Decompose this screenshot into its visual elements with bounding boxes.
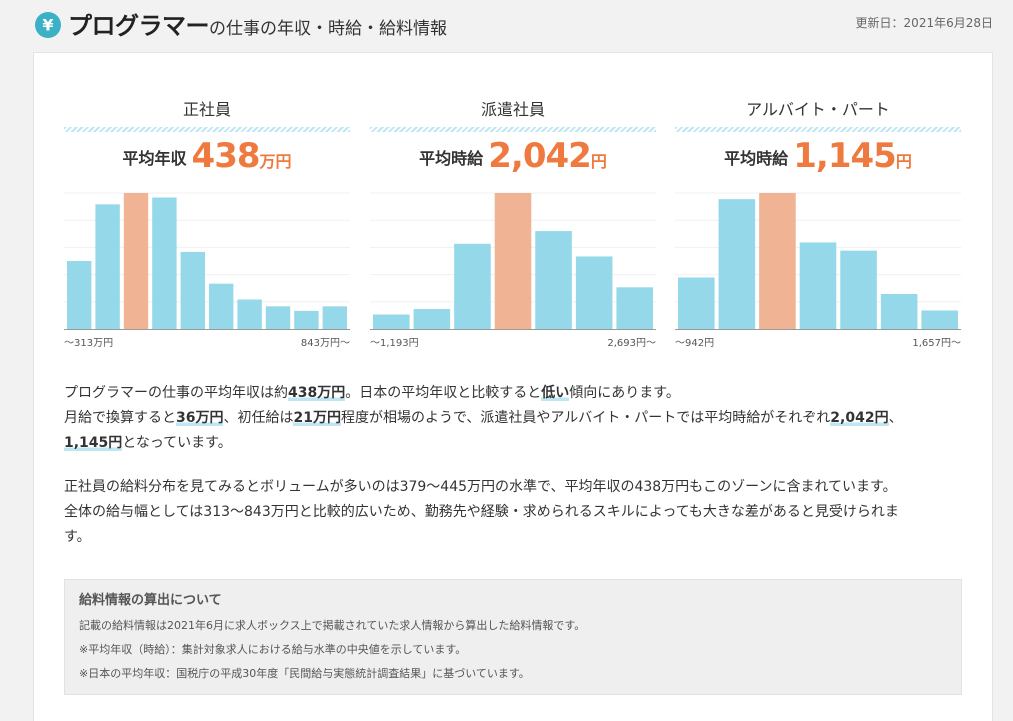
range-min: 〜1,193円 [370,338,419,349]
histogram-bar [678,277,715,329]
histogram-bar [921,310,958,329]
salary-histogram [64,192,350,330]
histogram-bar [265,306,291,329]
average-label: 平均時給 [724,149,789,168]
salary-histogram [370,192,656,330]
histogram-bar [95,204,120,329]
text-span: 程度が相場のようで、派遣社員やアルバイト・パートでは平均時給がそれぞれ [340,410,831,426]
histogram-bar [209,283,234,329]
note-title: 給料情報の算出について [79,593,222,608]
updated-date: 更新日：2021年6月28日 [855,16,993,30]
average-unit: 円 [590,152,607,171]
stripe-divider [675,127,961,132]
histogram-bar [152,197,177,329]
summary-line: 正社員の給料分布を見てみるとボリュームが多いのは379〜445万円の水準で、平均… [64,479,897,495]
histogram-bar [322,306,347,329]
summary-line: 全体の給与幅としては313〜843万円と比較的広いため、勤務先や経験・求められる… [64,504,899,520]
highlight-comparison: 低い [541,385,570,401]
page-header: ¥ プログラマーの仕事の年収・時給・給料情報 更新日：2021年6月28日 [0,0,1013,48]
text-span: プログラマーの仕事の平均年収は約 [64,385,288,401]
histogram-bar [237,299,262,329]
histogram-bar-average [759,193,796,329]
range-max: 843万円〜 [300,338,350,349]
average-value: 2,042 [488,136,592,176]
range-min: 〜942円 [675,338,715,349]
text-span: となっています。 [122,435,232,451]
histogram-bar [799,242,837,329]
panel-title: 派遣社員 [480,100,545,119]
highlight-monthly: 36万円 [176,410,224,426]
panel-haken: 派遣社員 平均時給 2,042円 〜1,193円 2,693円〜 [370,99,656,350]
average-salary: 平均年収 438万円 [64,136,350,184]
salary-card: 正社員 平均年収 438万円 〜313万円 843万円〜 派遣社員 平均時給 2… [33,52,993,721]
histogram-bar-average [494,193,532,329]
svg-text:¥: ¥ [42,16,53,35]
note-line: 記載の給料情報は2021年6月に求人ボックス上で掲載されていた求人情報から算出し… [79,619,586,632]
panel-arubaito: アルバイト・パート 平均時給 1,145円 〜942円 1,657円〜 [675,99,961,350]
stripe-divider [64,127,350,132]
salary-histogram [675,192,961,330]
average-unit: 円 [895,152,912,171]
summary-paragraph-1: プログラマーの仕事の平均年収は約438万円。日本の平均年収と比較すると低い傾向に… [64,381,964,456]
histogram-bar [413,309,451,329]
histogram-bar [718,199,756,329]
histogram-bar [880,293,918,329]
note-line: ※日本の平均年収：国税庁の平成30年度「民間給与実態統計調査結果」に基づいていま… [79,667,530,680]
range-labels: 〜313万円 843万円〜 [64,334,350,350]
average-unit: 万円 [259,152,292,171]
page-title-main: プログラマー [68,12,210,40]
histogram-bar [840,250,877,329]
histogram-bar [454,243,491,329]
histogram-bar [616,287,653,329]
panel-title: 正社員 [182,100,231,119]
highlight-starting: 21万円 [293,410,341,426]
highlight-avg-salary: 438万円 [288,385,346,401]
summary-paragraph-2: 正社員の給料分布を見てみるとボリュームが多いのは379〜445万円の水準で、平均… [64,475,964,550]
histogram-bar [294,310,319,329]
text-span: 、初任給は [223,410,294,426]
range-max: 2,693円〜 [607,338,656,349]
page-title-sub: の仕事の年収・時給・給料情報 [209,19,447,39]
panel-title: アルバイト・パート [746,100,890,119]
text-span: 傾向にあります。 [569,385,680,401]
histogram-bar [67,261,92,329]
histogram-bar-average [123,193,149,329]
range-labels: 〜1,193円 2,693円〜 [370,334,656,350]
average-value: 1,145 [793,136,897,176]
panel-seishain: 正社員 平均年収 438万円 〜313万円 843万円〜 [64,99,350,350]
average-salary: 平均時給 1,145円 [675,136,961,184]
summary-line: 1,145円となっています。 [64,431,964,456]
range-min: 〜313万円 [64,338,114,349]
stripe-divider [370,127,656,132]
page-title: プログラマーの仕事の年収・時給・給料情報 [68,6,447,41]
text-span: 、 [888,410,903,426]
note-line: ※平均年収（時給）：集計対象求人における給与水準の中央値を示しています。 [79,643,467,656]
range-max: 1,657円〜 [912,338,961,349]
average-salary: 平均時給 2,042円 [370,136,656,184]
average-value: 438 [191,136,261,176]
summary-line: 月給で換算すると36万円、初任給は21万円程度が相場のようで、派遣社員やアルバイ… [64,406,964,431]
histogram-bar [575,256,613,329]
yen-icon: ¥ [35,12,61,38]
histogram-bar [535,231,572,329]
summary-line: す。 [64,529,91,545]
highlight-arubaito: 1,145円 [64,435,123,451]
text-span: 月給で換算すると [64,410,176,426]
average-label: 平均時給 [419,149,484,168]
highlight-haken: 2,042円 [830,410,889,426]
text-span: 。日本の平均年収と比較すると [345,385,542,401]
range-labels: 〜942円 1,657円〜 [675,334,961,350]
histogram-bar [180,251,205,329]
calculation-note-box: 給料情報の算出について 記載の給料情報は2021年6月に求人ボックス上で掲載され… [64,579,962,695]
summary-line: プログラマーの仕事の平均年収は約438万円。日本の平均年収と比較すると低い傾向に… [64,381,964,406]
histogram-bar [373,314,410,329]
average-label: 平均年収 [122,149,187,168]
